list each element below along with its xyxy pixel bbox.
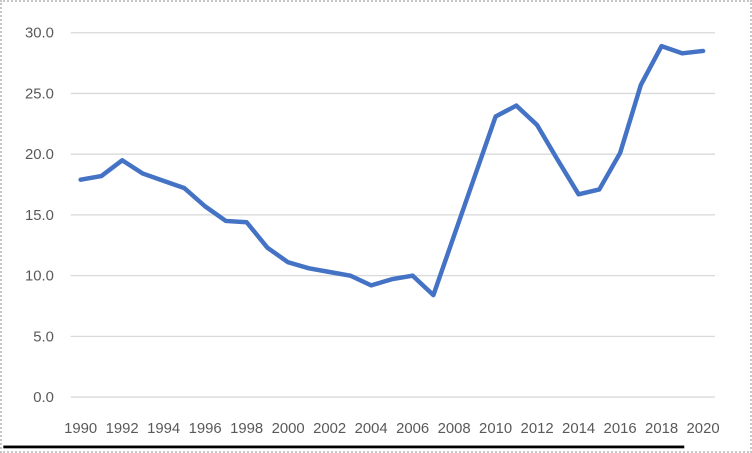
y-axis-tick-label: 0.0: [33, 390, 54, 406]
y-axis-tick-labels: 0.0 5.0 10.0 15.0 20.0 25.0 30.0: [25, 26, 54, 406]
x-axis-tick-label: 2018: [645, 421, 678, 437]
y-axis-tick-label: 10.0: [25, 269, 54, 285]
x-axis-tick-label: 2004: [355, 421, 388, 437]
y-axis-tick-label: 20.0: [25, 147, 54, 163]
y-axis-tick-label: 5.0: [33, 329, 54, 345]
x-axis-tick-label: 2006: [396, 421, 429, 437]
y-axis-tick-label: 30.0: [25, 26, 54, 42]
x-axis-tick-label: 2002: [313, 421, 346, 437]
gridlines: [70, 32, 715, 398]
x-axis-tick-label: 1990: [64, 421, 97, 437]
x-axis-tick-label: 2010: [479, 421, 512, 437]
x-axis-tick-label: 2020: [687, 421, 720, 437]
x-axis-tick-label: 1994: [147, 421, 180, 437]
x-axis-tick-label: 1992: [106, 421, 139, 437]
bottom-rule: [3, 445, 685, 449]
bottom-edge-line: [3, 445, 685, 449]
x-axis-tick-label: 2008: [438, 421, 471, 437]
x-axis-tick-label: 2014: [562, 421, 595, 437]
y-axis-tick-label: 15.0: [25, 208, 54, 224]
x-axis-tick-label: 2000: [272, 421, 305, 437]
x-axis-tick-labels: 1990 1992 1994 1996 1998 2000 2002 2004 2006 2008…: [64, 421, 720, 437]
y-axis-tick-label: 25.0: [25, 86, 54, 102]
x-axis-tick-label: 2012: [521, 421, 554, 437]
x-axis-tick-label: 1996: [189, 421, 222, 437]
x-axis-tick-label: 2016: [604, 421, 637, 437]
data-series-line: [78, 43, 706, 298]
x-axis-tick-label: 1998: [230, 421, 263, 437]
data-series: [78, 43, 706, 298]
